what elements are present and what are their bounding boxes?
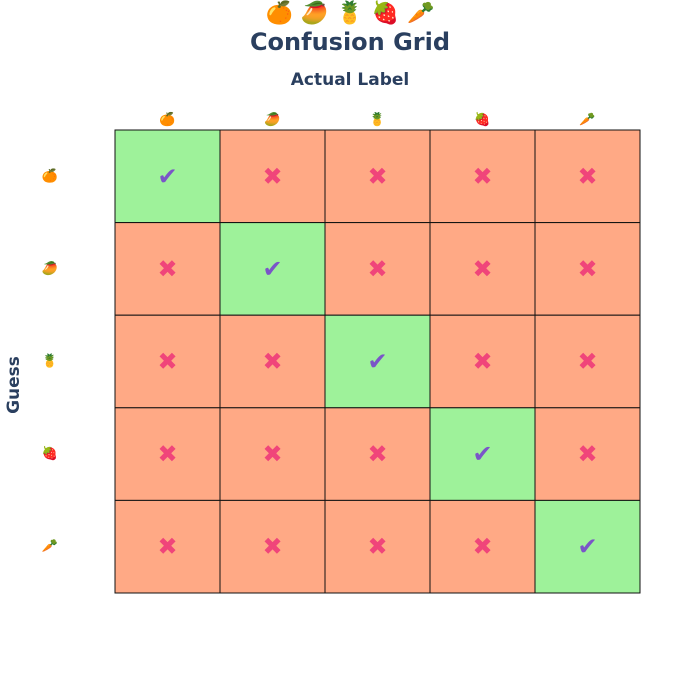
y-tick-label: 🍍 — [42, 353, 58, 369]
grid-cell-0-4 — [534, 129, 641, 224]
cross-mark-icon: ✖ — [157, 533, 177, 561]
grid-cell-2-0 — [114, 314, 221, 409]
y-tick-label: 🥕 — [42, 538, 58, 554]
y-tick-label: 🍊 — [42, 168, 59, 184]
cross-mark-icon: ✖ — [262, 533, 282, 561]
check-mark-icon: ✔ — [472, 440, 492, 468]
grid-cell-1-2 — [324, 222, 431, 316]
grid-cell-1-4 — [534, 222, 641, 316]
cross-mark-icon: ✖ — [577, 162, 597, 190]
grid-cell-1-1 — [219, 222, 326, 316]
grid-cell-4-3 — [429, 499, 536, 594]
mango-icon: 🥭 — [300, 1, 329, 26]
cross-mark-icon: ✖ — [157, 255, 177, 283]
cross-mark-icon: ✖ — [472, 255, 492, 283]
cross-mark-icon: ✖ — [577, 348, 597, 376]
grid-cell-0-0 — [114, 129, 221, 224]
grid-cell-3-1 — [219, 407, 326, 501]
grid-cell-0-1 — [219, 129, 326, 224]
grid-cell-3-2 — [324, 407, 431, 501]
x-tick-label: 🍍 — [369, 112, 385, 128]
grid-cell-3-0 — [114, 407, 221, 501]
grid-cell-0-2 — [324, 129, 431, 224]
cross-mark-icon: ✖ — [157, 440, 177, 468]
cross-mark-icon: ✖ — [367, 440, 387, 468]
grid-cell-1-3 — [429, 222, 536, 316]
check-mark-icon: ✔ — [367, 348, 387, 376]
y-tick-label: 🍓 — [42, 446, 58, 462]
cross-mark-icon: ✖ — [472, 348, 492, 376]
x-axis-label: Actual Label — [290, 70, 410, 90]
grid-cell-2-3 — [429, 314, 536, 409]
chart-title: Confusion Grid — [249, 28, 451, 56]
x-tick-label: 🥕 — [579, 112, 595, 128]
cross-mark-icon: ✖ — [577, 255, 597, 283]
check-mark-icon: ✔ — [577, 533, 597, 561]
grid-cell-4-2 — [324, 499, 431, 594]
grid-cell-2-4 — [534, 314, 641, 409]
cross-mark-icon: ✖ — [367, 162, 387, 190]
x-tick-label: 🥭 — [264, 112, 280, 128]
grid-cell-3-4 — [534, 407, 641, 501]
grid-cell-4-0 — [114, 499, 221, 594]
grid-cell-4-1 — [219, 499, 326, 594]
cross-mark-icon: ✖ — [157, 348, 177, 376]
cross-mark-icon: ✖ — [577, 440, 597, 468]
grid-cell-3-3 — [429, 407, 536, 501]
grid-cell-4-4 — [534, 499, 641, 594]
x-tick-label: 🍊 — [159, 112, 176, 128]
carrot-icon: 🥕 — [407, 1, 435, 26]
orange-icon: 🍊 — [265, 1, 293, 26]
cross-mark-icon: ✖ — [367, 533, 387, 561]
grid-cell-2-2 — [324, 314, 431, 409]
cross-mark-icon: ✖ — [262, 162, 282, 190]
cross-mark-icon: ✖ — [472, 533, 492, 561]
header-emoji-row: 🍊 🥭 🍍 🍓 🥕 — [0, 0, 700, 28]
grid-cell-0-3 — [429, 129, 536, 224]
cross-mark-icon: ✖ — [472, 162, 492, 190]
x-tick-label: 🍓 — [474, 112, 490, 128]
cross-mark-icon: ✖ — [262, 348, 282, 376]
y-tick-label: 🥭 — [42, 260, 58, 276]
cross-mark-icon: ✖ — [262, 440, 282, 468]
strawberry-icon: 🍓 — [371, 1, 400, 26]
cross-mark-icon: ✖ — [367, 255, 387, 283]
check-mark-icon: ✔ — [157, 162, 177, 190]
grid-cell-2-1 — [219, 314, 326, 409]
pineapple-icon: 🍍 — [336, 1, 364, 26]
check-mark-icon: ✔ — [262, 255, 282, 283]
